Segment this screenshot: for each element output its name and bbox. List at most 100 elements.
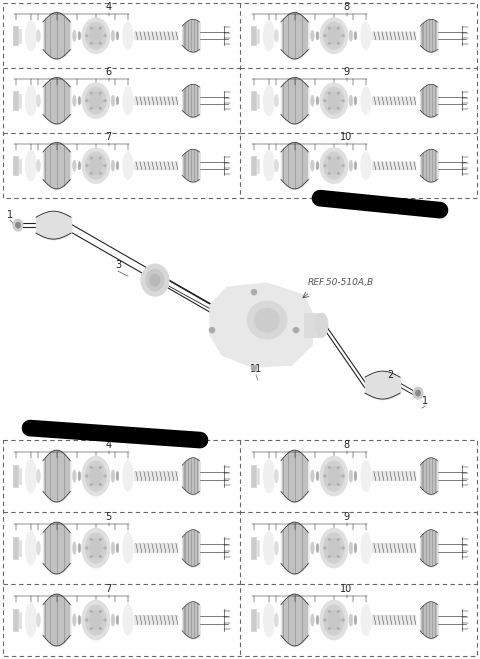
Ellipse shape	[324, 165, 326, 167]
Bar	[304, 313, 322, 337]
Bar	[19, 29, 22, 43]
Ellipse shape	[324, 532, 344, 563]
Ellipse shape	[99, 27, 102, 30]
Ellipse shape	[85, 532, 107, 563]
Ellipse shape	[99, 627, 102, 630]
Ellipse shape	[275, 30, 278, 42]
Bar	[3, 3, 477, 198]
Ellipse shape	[264, 459, 275, 493]
Text: 9: 9	[343, 512, 349, 522]
Ellipse shape	[99, 538, 102, 541]
Ellipse shape	[324, 619, 326, 621]
Ellipse shape	[25, 86, 36, 116]
Ellipse shape	[349, 470, 353, 482]
Bar	[252, 465, 256, 487]
Ellipse shape	[99, 92, 102, 94]
Ellipse shape	[90, 538, 93, 541]
Ellipse shape	[72, 95, 76, 106]
Ellipse shape	[327, 610, 340, 630]
Bar	[257, 29, 259, 43]
Bar	[134, 616, 178, 625]
Ellipse shape	[99, 483, 102, 486]
Ellipse shape	[82, 528, 110, 568]
Ellipse shape	[85, 100, 88, 102]
Ellipse shape	[85, 461, 107, 492]
Ellipse shape	[78, 616, 81, 625]
Ellipse shape	[25, 603, 36, 637]
Ellipse shape	[90, 610, 102, 630]
Ellipse shape	[293, 327, 299, 333]
Ellipse shape	[85, 34, 88, 37]
Ellipse shape	[341, 34, 345, 37]
Ellipse shape	[320, 456, 348, 496]
Ellipse shape	[349, 614, 353, 626]
Ellipse shape	[104, 165, 107, 167]
Ellipse shape	[251, 365, 257, 371]
Ellipse shape	[328, 467, 331, 469]
Ellipse shape	[316, 32, 319, 40]
Ellipse shape	[90, 157, 93, 159]
Bar	[372, 471, 416, 480]
Bar	[252, 610, 256, 631]
Ellipse shape	[354, 97, 357, 105]
Ellipse shape	[275, 613, 278, 627]
Ellipse shape	[341, 100, 345, 102]
Bar	[13, 91, 18, 110]
Ellipse shape	[324, 475, 326, 477]
Ellipse shape	[354, 616, 357, 625]
Bar	[13, 537, 18, 559]
Ellipse shape	[264, 531, 275, 565]
Ellipse shape	[209, 327, 215, 333]
Bar	[257, 540, 259, 556]
Ellipse shape	[90, 538, 102, 558]
Ellipse shape	[324, 547, 326, 550]
Text: 4: 4	[106, 3, 111, 13]
Bar	[13, 26, 18, 45]
Text: REF.50-510A,B: REF.50-510A,B	[308, 278, 374, 287]
Bar	[134, 471, 178, 480]
Text: 8: 8	[343, 3, 349, 13]
Ellipse shape	[104, 619, 107, 621]
Ellipse shape	[275, 94, 278, 107]
Ellipse shape	[25, 459, 36, 493]
Text: 7: 7	[106, 584, 112, 594]
Ellipse shape	[328, 157, 331, 159]
Ellipse shape	[116, 471, 119, 480]
Ellipse shape	[341, 547, 345, 550]
Bar	[257, 469, 259, 484]
Ellipse shape	[99, 42, 102, 45]
Ellipse shape	[337, 27, 340, 30]
Ellipse shape	[90, 107, 93, 109]
Text: 3: 3	[115, 260, 121, 270]
Ellipse shape	[111, 30, 115, 42]
Bar	[13, 156, 18, 175]
Ellipse shape	[111, 470, 115, 482]
Ellipse shape	[123, 605, 133, 635]
Bar	[257, 159, 259, 173]
Ellipse shape	[324, 605, 344, 635]
Ellipse shape	[90, 27, 102, 45]
Ellipse shape	[85, 152, 107, 179]
Text: 7: 7	[106, 132, 112, 142]
Ellipse shape	[72, 160, 76, 171]
Ellipse shape	[99, 467, 102, 469]
Ellipse shape	[275, 541, 278, 555]
Ellipse shape	[82, 83, 110, 119]
Ellipse shape	[78, 97, 81, 105]
Ellipse shape	[354, 544, 357, 553]
Ellipse shape	[90, 27, 93, 30]
Ellipse shape	[85, 22, 107, 49]
Ellipse shape	[324, 22, 344, 49]
Ellipse shape	[99, 610, 102, 613]
Bar	[19, 159, 22, 173]
Ellipse shape	[327, 27, 340, 45]
Ellipse shape	[116, 97, 119, 105]
Bar	[252, 537, 256, 559]
Ellipse shape	[111, 542, 115, 554]
Ellipse shape	[311, 542, 314, 554]
Ellipse shape	[361, 152, 371, 179]
Ellipse shape	[413, 387, 423, 399]
Ellipse shape	[327, 157, 340, 175]
Ellipse shape	[337, 556, 340, 558]
Ellipse shape	[116, 161, 119, 170]
